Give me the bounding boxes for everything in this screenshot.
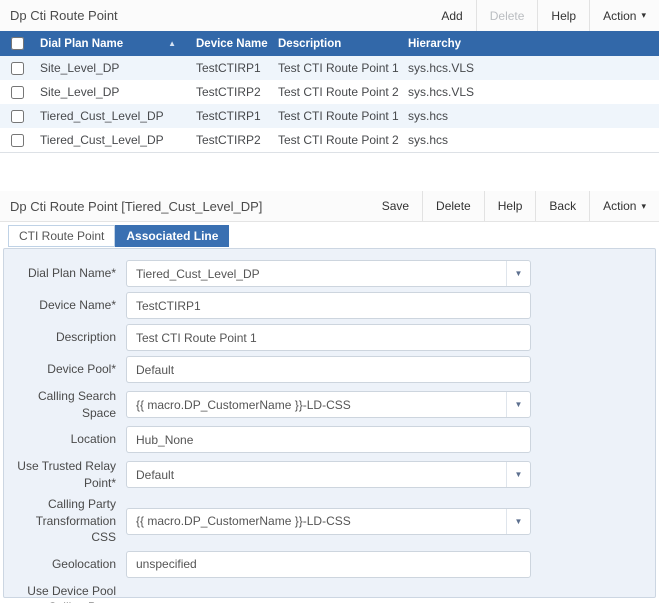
dial-plan-name-select[interactable]: Tiered_Cust_Level_DP ▼ [126, 260, 531, 287]
cell-description: Test CTI Route Point 1 [278, 61, 399, 75]
geolocation-input[interactable] [126, 550, 531, 578]
table-header-row: Dial Plan Name ▲ Device Name Description… [0, 31, 659, 56]
selected-value: Tiered_Cust_Level_DP [136, 266, 260, 281]
cell-dial-plan-name: Tiered_Cust_Level_DP [40, 109, 164, 123]
delete-button[interactable]: Delete [422, 191, 484, 221]
route-point-table: Dial Plan Name ▲ Device Name Description… [0, 31, 659, 153]
cell-device-name: TestCTIRP1 [196, 109, 261, 123]
select-all-checkbox[interactable] [11, 37, 24, 50]
use-trusted-relay-point-label: Use Trusted Relay Point* [17, 459, 116, 490]
detail-toolbar: Save Delete Help Back Action ▾ [369, 191, 659, 221]
cell-device-name: TestCTIRP2 [196, 133, 261, 147]
action-menu-button[interactable]: Action ▾ [589, 191, 659, 221]
delete-button: Delete [475, 0, 538, 31]
cell-hierarchy: sys.hcs [408, 133, 449, 147]
selected-value: {{ macro.DP_CustomerName }}-LD-CSS [136, 397, 351, 412]
caret-down-icon: ▾ [641, 200, 646, 211]
detail-panel-header: Dp Cti Route Point [Tiered_Cust_Level_DP… [0, 191, 659, 222]
table-row[interactable]: Tiered_Cust_Level_DP TestCTIRP1 Test CTI… [0, 104, 659, 128]
geolocation-label: Geolocation [51, 557, 116, 572]
description-input[interactable] [126, 324, 531, 351]
save-button[interactable]: Save [381, 199, 410, 213]
caret-down-icon: ▼ [506, 392, 530, 418]
row-select-cell [0, 109, 40, 123]
cell-description: Test CTI Route Point 2 [278, 85, 399, 99]
use-trusted-relay-point-select[interactable]: Default ▼ [126, 461, 531, 489]
back-button[interactable]: Back [535, 191, 589, 221]
list-panel-header: Dp Cti Route Point Add Delete Help Actio… [0, 0, 659, 31]
device-name-input[interactable] [126, 292, 531, 319]
action-menu-label: Action [603, 8, 637, 23]
cell-dial-plan-name: Tiered_Cust_Level_DP [40, 133, 164, 147]
row-checkbox[interactable] [11, 85, 24, 99]
row-select-cell [0, 85, 40, 99]
row-select-cell [0, 133, 40, 147]
description-label: Description [55, 330, 116, 345]
cell-dial-plan-name: Site_Level_DP [40, 61, 120, 75]
dial-plan-name-label: Dial Plan Name* [27, 266, 116, 281]
cell-hierarchy: sys.hcs [408, 109, 449, 123]
device-pool-input[interactable] [126, 356, 531, 383]
calling-party-transformation-css-label: Calling Party Transformation CSS [35, 497, 116, 545]
row-checkbox[interactable] [11, 133, 24, 147]
column-header-device-name[interactable]: Device Name [196, 37, 268, 50]
cti-route-point-form: Dial Plan Name* Tiered_Cust_Level_DP ▼ D… [3, 248, 656, 603]
table-row[interactable]: Tiered_Cust_Level_DP TestCTIRP2 Test CTI… [0, 128, 659, 152]
sort-ascending-icon: ▲ [168, 39, 176, 48]
calling-search-space-label: Calling Search Space [37, 389, 116, 420]
column-header-description[interactable]: Description [278, 37, 342, 50]
use-device-pool-calling-party-transformation-css-label: Use Device Pool Calling Party Transforma… [27, 583, 116, 603]
caret-down-icon: ▼ [506, 462, 530, 488]
help-button[interactable]: Help [537, 0, 589, 31]
list-toolbar: Add Delete Help Action ▾ [428, 0, 659, 31]
selected-value: Default [136, 467, 175, 482]
help-button[interactable]: Help [483, 191, 536, 221]
caret-down-icon: ▾ [641, 10, 646, 20]
row-checkbox[interactable] [11, 61, 24, 75]
selected-value: {{ macro.DP_CustomerName }}-LD-CSS [136, 514, 351, 528]
location-input[interactable] [126, 426, 531, 454]
cell-hierarchy: sys.hcs.VLS [408, 85, 475, 99]
cell-description: Test CTI Route Point 1 [278, 109, 399, 123]
caret-down-icon: ▼ [506, 261, 530, 286]
action-menu-label: Action [603, 199, 637, 213]
list-panel-title: Dp Cti Route Point [10, 8, 118, 23]
add-button[interactable]: Add [441, 8, 463, 23]
row-checkbox[interactable] [11, 109, 24, 123]
tab-cti-route-point[interactable]: CTI Route Point [8, 225, 116, 247]
column-header-hierarchy[interactable]: Hierarchy [408, 37, 462, 50]
table-row[interactable]: Site_Level_DP TestCTIRP1 Test CTI Route … [0, 56, 659, 80]
detail-panel-title: Dp Cti Route Point [Tiered_Cust_Level_DP… [10, 198, 263, 214]
select-all-cell [0, 37, 40, 50]
calling-search-space-select[interactable]: {{ macro.DP_CustomerName }}-LD-CSS ▼ [126, 391, 531, 419]
panel-gap [0, 153, 659, 191]
device-name-label: Device Name* [39, 298, 116, 313]
row-select-cell [0, 61, 40, 75]
caret-down-icon: ▼ [506, 508, 530, 534]
table-row[interactable]: Site_Level_DP TestCTIRP2 Test CTI Route … [0, 80, 659, 104]
tab-bar: CTI Route Point Associated Line [0, 222, 659, 248]
action-menu-button[interactable]: Action ▾ [589, 0, 659, 31]
cell-dial-plan-name: Site_Level_DP [40, 85, 120, 99]
device-pool-label: Device Pool* [47, 362, 116, 377]
column-header-label: Dial Plan Name [40, 37, 124, 50]
calling-party-transformation-css-select[interactable]: {{ macro.DP_CustomerName }}-LD-CSS ▼ [126, 507, 531, 535]
location-label: Location [70, 432, 116, 447]
cell-hierarchy: sys.hcs.VLS [408, 61, 475, 75]
cell-description: Test CTI Route Point 2 [278, 133, 399, 147]
tab-associated-line[interactable]: Associated Line [115, 225, 230, 247]
cell-device-name: TestCTIRP1 [196, 61, 261, 75]
cell-device-name: TestCTIRP2 [196, 85, 261, 99]
column-header-dial-plan-name[interactable]: Dial Plan Name ▲ [40, 38, 196, 50]
